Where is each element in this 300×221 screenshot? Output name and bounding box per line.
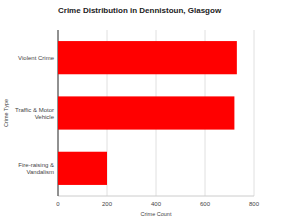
y-axis-label: Crime Type bbox=[3, 99, 9, 127]
x-tick-label: 600 bbox=[200, 201, 211, 207]
y-tick-label: Traffic & MotorVehicle bbox=[15, 107, 55, 120]
chart-container: Crime Distribution in Dennistoun, Glasgo… bbox=[0, 0, 300, 221]
x-tick-label: 0 bbox=[56, 201, 60, 207]
y-tick-label: Fire-raising &Vandalism bbox=[18, 162, 54, 175]
label-line: Vehicle bbox=[35, 114, 55, 120]
x-axis-label: Crime Count bbox=[141, 211, 172, 217]
label-line: Fire-raising & bbox=[18, 162, 54, 168]
x-tick-label: 800 bbox=[249, 201, 260, 207]
grid-line bbox=[254, 30, 255, 196]
x-tick-label: 400 bbox=[151, 201, 162, 207]
label-line: Violent Crime bbox=[18, 55, 55, 61]
y-tick-label: Violent Crime bbox=[18, 55, 55, 61]
chart-svg: Crime Distribution in Dennistoun, Glasgo… bbox=[0, 0, 300, 221]
x-tick-label: 200 bbox=[102, 201, 113, 207]
bar bbox=[58, 41, 237, 74]
bars bbox=[58, 41, 237, 185]
title: Crime Distribution in Dennistoun, Glasgo… bbox=[58, 6, 222, 15]
label-line: Vandalism bbox=[26, 169, 54, 175]
label-line: Traffic & Motor bbox=[15, 107, 54, 113]
bar bbox=[58, 96, 234, 129]
bar bbox=[58, 152, 107, 185]
x-axis-line bbox=[58, 196, 254, 197]
background bbox=[0, 0, 300, 221]
